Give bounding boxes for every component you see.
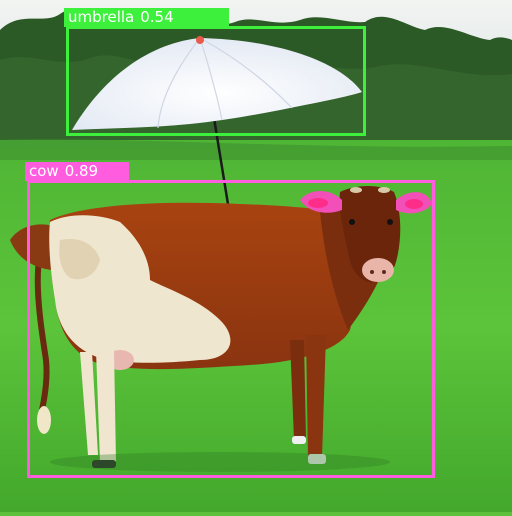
detection-score-text: 0.89	[65, 162, 98, 180]
detection-score-text: 0.54	[140, 8, 173, 26]
detection-label-umbrella: umbrella 0.54	[64, 8, 229, 27]
detection-class-text: cow	[29, 162, 59, 180]
detection-class-text: umbrella	[68, 8, 134, 26]
detection-label-cow: cow 0.89	[25, 162, 129, 181]
detection-box-cow	[27, 180, 435, 478]
detection-box-umbrella	[66, 26, 366, 136]
